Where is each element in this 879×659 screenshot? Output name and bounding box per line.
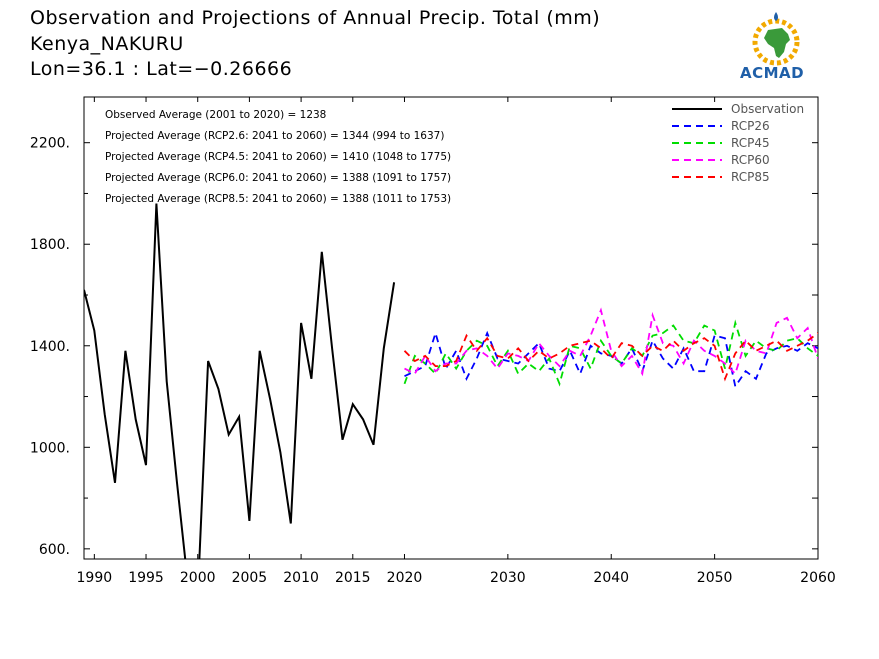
x-tick-label: 2050 <box>697 570 733 586</box>
annotation-text: Projected Average (RCP8.5: 2041 to 2060)… <box>105 193 451 205</box>
y-tick-label: 1400. <box>30 339 70 355</box>
y-axis: 600. 1000. 1400. 1800. 2200. <box>30 136 818 558</box>
x-tick-label: 1990 <box>77 570 113 586</box>
x-tick-label: 2005 <box>232 570 268 586</box>
legend: Observation RCP26 RCP45 RCP60 RCP85 <box>672 102 804 184</box>
series-rcp26-line <box>404 329 818 389</box>
x-tick-label: 2015 <box>335 570 371 586</box>
y-tick-label: 1000. <box>30 440 70 456</box>
y-tick-label: 1800. <box>30 237 70 253</box>
series-layer <box>84 203 818 559</box>
coordinates-label: Lon=36.1 : Lat=−0.26666 <box>30 58 293 80</box>
location-label: Kenya_NAKURU <box>30 33 184 55</box>
x-tick-label: 2000 <box>180 570 216 586</box>
legend-label-observation: Observation <box>731 102 804 116</box>
annotation-text: Observed Average (2001 to 2020) = 1238 <box>105 109 326 121</box>
legend-label-rcp45: RCP45 <box>731 136 770 150</box>
x-tick-label: 2030 <box>490 570 526 586</box>
legend-label-rcp26: RCP26 <box>731 119 770 133</box>
x-tick-label: 2040 <box>593 570 629 586</box>
chart-title: Observation and Projections of Annual Pr… <box>30 7 601 29</box>
x-axis: 1990 1995 2000 2005 2010 2015 2020 2030 2040 2050… <box>77 97 836 586</box>
acmad-logo-text: ACMAD <box>740 64 805 82</box>
series-observation-line <box>84 203 396 559</box>
series-rcp45-line <box>403 319 818 387</box>
acmad-logo <box>752 12 800 66</box>
annotations: Observed Average (2001 to 2020) = 1238 Pr… <box>105 109 451 205</box>
plot-frame <box>83 96 819 560</box>
annotation-text: Projected Average (RCP4.5: 2041 to 2060)… <box>105 151 451 163</box>
x-tick-label: 2060 <box>800 570 836 586</box>
annotation-text: Projected Average (RCP2.6: 2041 to 2060)… <box>105 130 444 142</box>
legend-label-rcp60: RCP60 <box>731 153 770 167</box>
series-rcp85-line <box>403 332 818 382</box>
y-tick-label: 600. <box>39 542 70 558</box>
x-tick-label: 2010 <box>283 570 319 586</box>
x-tick-label: 2020 <box>387 570 423 586</box>
legend-label-rcp85: RCP85 <box>731 170 770 184</box>
annotation-text: Projected Average (RCP6.0: 2041 to 2060)… <box>105 172 451 184</box>
y-tick-label: 2200. <box>30 136 70 152</box>
series-rcp60-line <box>404 307 818 377</box>
x-tick-label: 1995 <box>128 570 164 586</box>
